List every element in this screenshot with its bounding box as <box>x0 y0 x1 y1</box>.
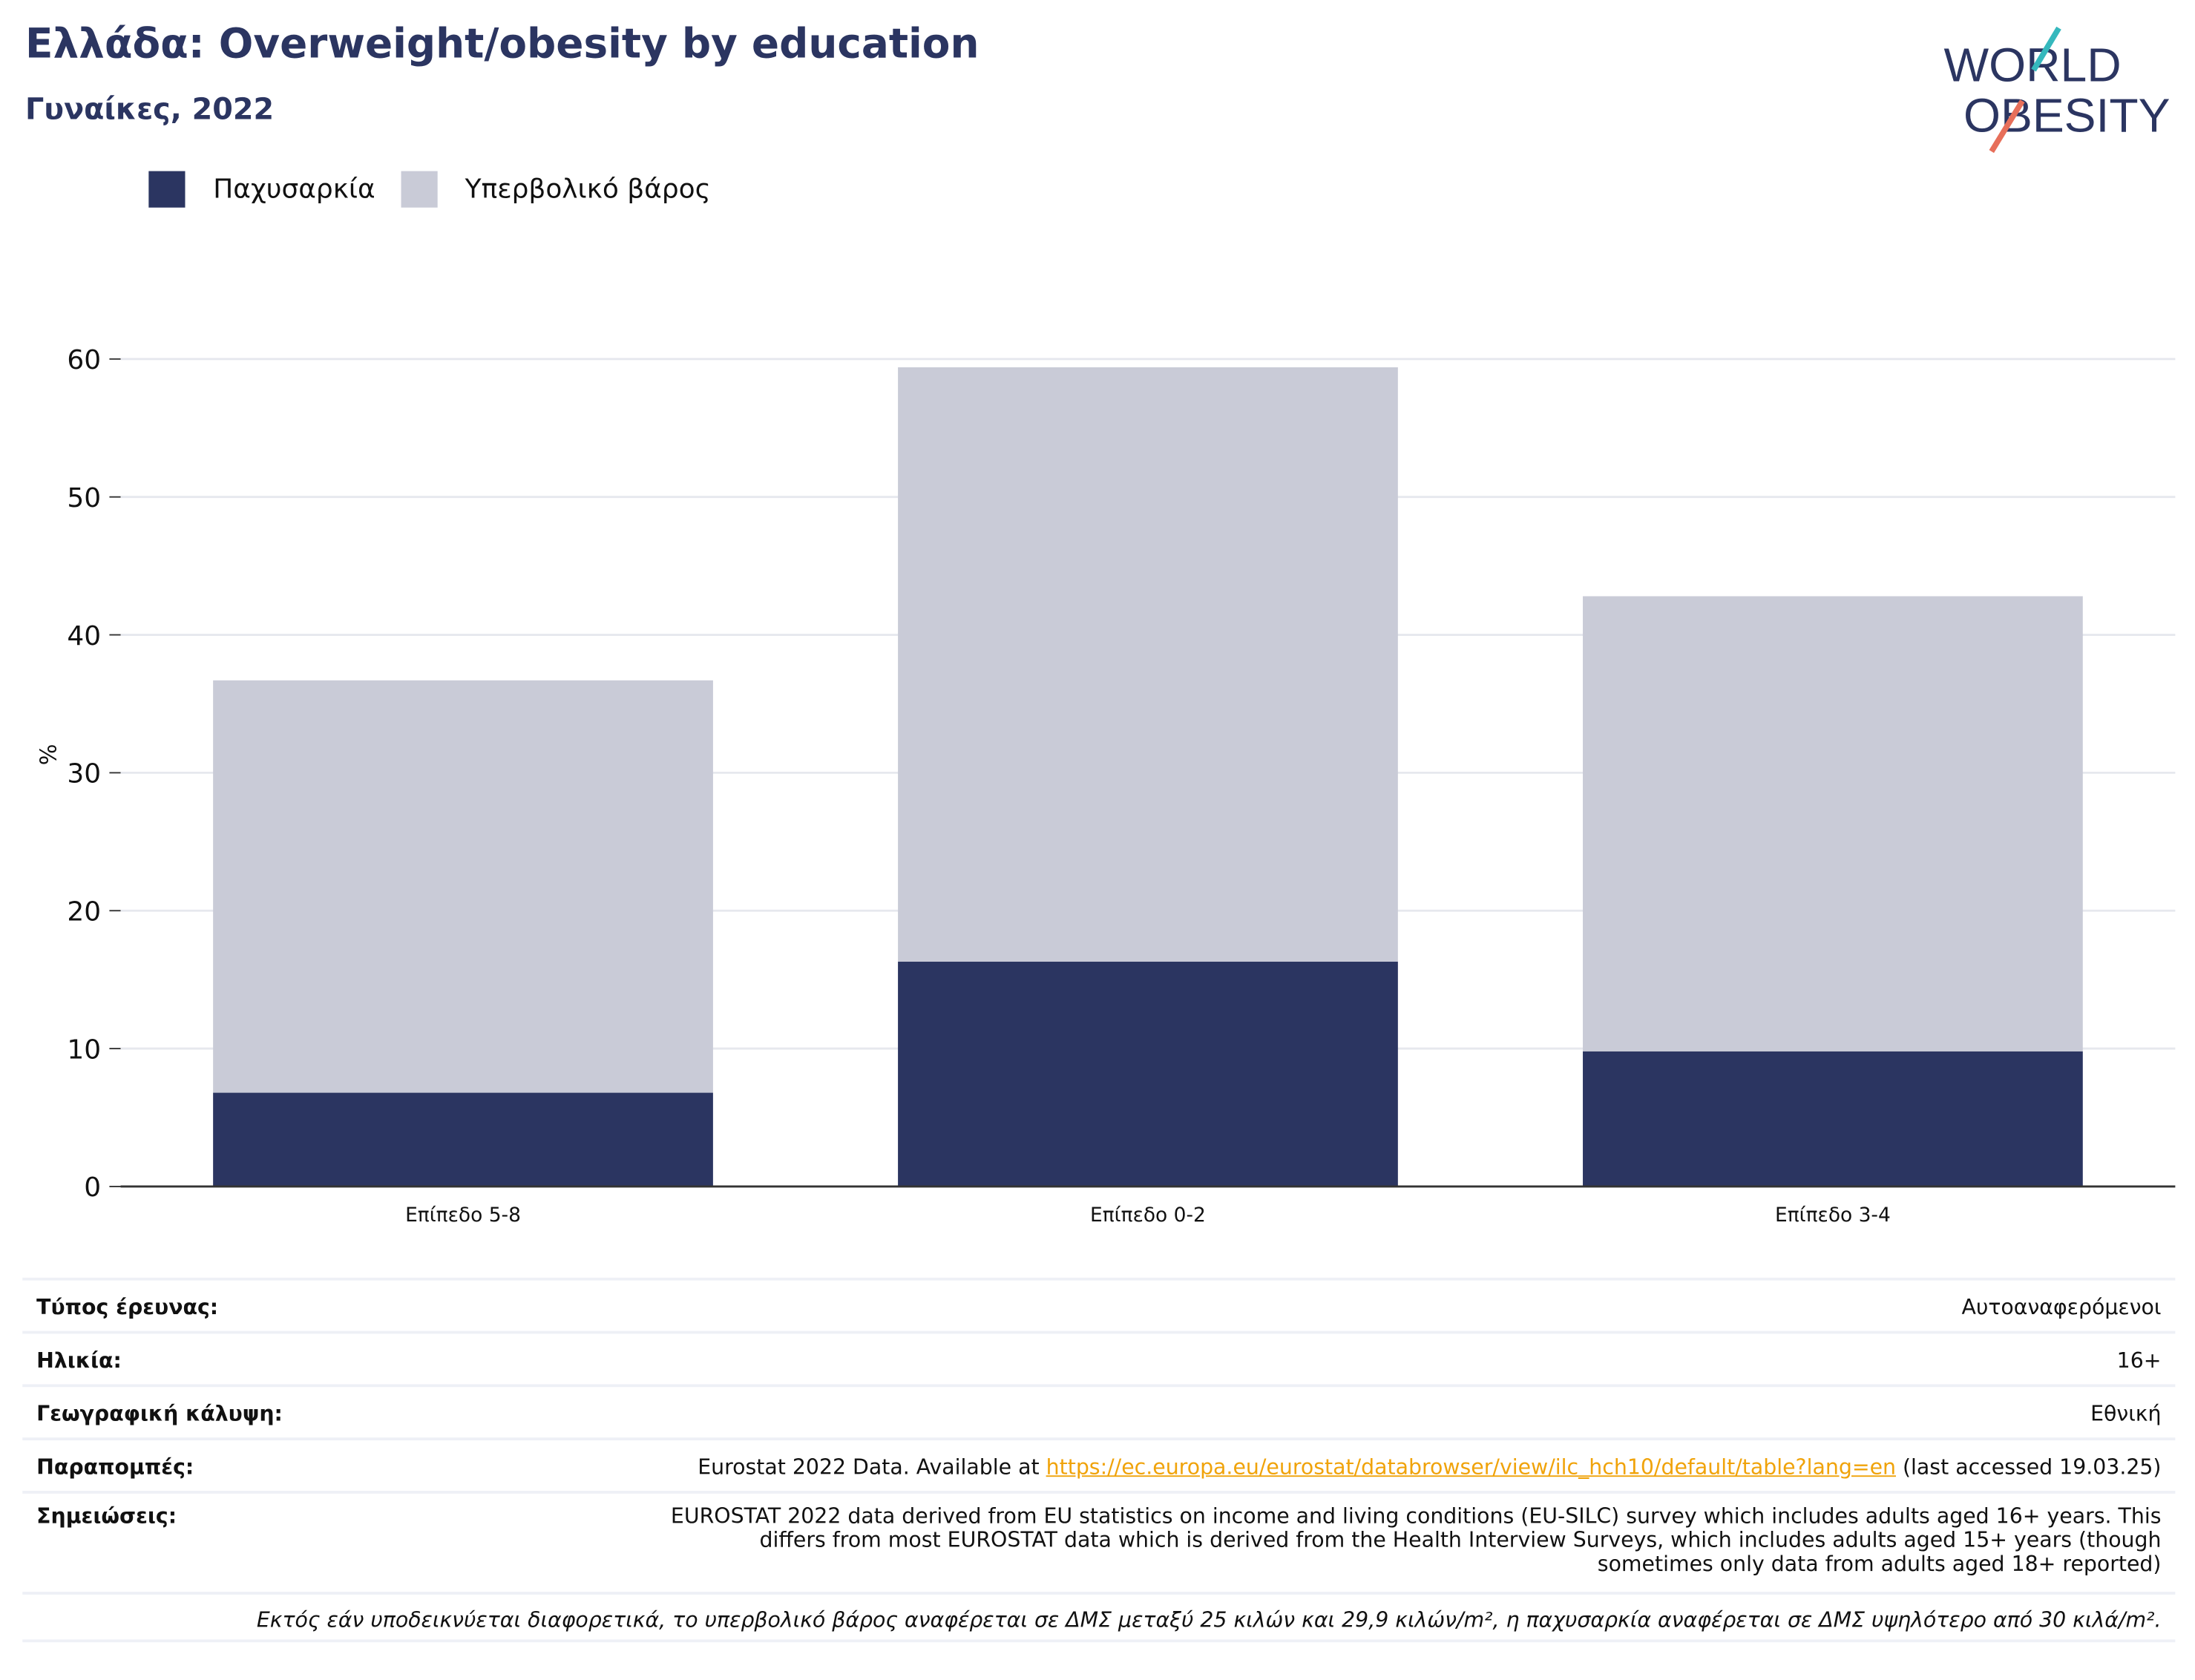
notes-line: differs from most EUROSTAT data which is… <box>759 1527 2162 1553</box>
notes-text: EUROSTAT 2022 data derived from EU stati… <box>670 1503 2162 1577</box>
bar-obesity <box>898 962 1398 1187</box>
meta-label: Παραπομπές: <box>36 1454 194 1480</box>
logo-slash-red <box>1989 99 2025 154</box>
meta-value: 16+ <box>2116 1348 2162 1374</box>
logo-line-1: WORLD <box>1944 39 2122 92</box>
legend-label-obesity: Παχυσαρκία <box>213 174 375 205</box>
notes-line: sometimes only data from adults aged 18+… <box>1597 1551 2162 1577</box>
meta-row-age: Ηλικία: 16+ <box>22 1330 2176 1385</box>
bmi-footnote: Εκτός εάν υποδεικνύεται διαφορετικά, το … <box>22 1592 2176 1643</box>
meta-row-coverage: Γεωγραφική κάλυψη: Εθνική <box>22 1384 2176 1437</box>
legend-label-overweight: Υπερβολικό βάρος <box>465 174 711 205</box>
y-tick-label: 30 <box>67 759 101 790</box>
y-tick-labels: 0 10 20 30 40 50 60 <box>67 345 121 1203</box>
x-tick-label: Επίπεδο 0-2 <box>1090 1204 1206 1227</box>
chart-title: Ελλάδα: Overweight/obesity by education <box>25 19 980 68</box>
bar-obesity <box>213 1092 713 1187</box>
x-tick-label: Επίπεδο 3-4 <box>1775 1204 1891 1227</box>
legend-item-overweight: Υπερβολικό βάρος <box>400 171 711 208</box>
y-tick-label: 10 <box>67 1034 101 1065</box>
eurostat-link[interactable]: https://ec.europa.eu/eurostat/databrowse… <box>1046 1454 1896 1480</box>
meta-row-survey: Τύπος έρευνας: Αυτοαναφερόμενοι <box>22 1277 2176 1331</box>
meta-row-references: Παραπομπές: Eurostat 2022 Data. Availabl… <box>22 1437 2176 1494</box>
references-suffix: (last accessed 19.03.25) <box>1895 1454 2162 1480</box>
meta-label: Ηλικία: <box>36 1348 122 1374</box>
y-tick-label: 60 <box>67 345 101 375</box>
x-tick-label: Επίπεδο 5-8 <box>405 1204 521 1227</box>
metadata-table: Τύπος έρευνας: Αυτοαναφερόμενοι Ηλικία: … <box>22 1277 2176 1643</box>
bar-overweight <box>213 680 713 1093</box>
y-tick-label: 20 <box>67 896 101 927</box>
meta-label: Γεωγραφική κάλυψη: <box>36 1401 283 1427</box>
meta-value: Εθνική <box>2090 1401 2162 1427</box>
meta-value: Αυτοαναφερόμενοι <box>1961 1294 2162 1320</box>
x-tick-labels: Επίπεδο 5-8 Επίπεδο 0-2 Επίπεδο 3-4 <box>405 1204 1891 1227</box>
meta-row-notes: Σημειώσεις: EUROSTAT 2022 data derived f… <box>22 1491 2176 1592</box>
bar-overweight <box>898 367 1398 962</box>
references-text: Eurostat 2022 Data. Available at https:/… <box>698 1440 2161 1494</box>
notes-line: EUROSTAT 2022 data derived from EU stati… <box>670 1503 2162 1529</box>
y-tick-label: 0 <box>84 1172 101 1203</box>
legend-item-obesity: Παχυσαρκία <box>148 171 375 208</box>
logo-line-2: OBESITY <box>1963 89 2171 142</box>
y-tick-label: 50 <box>67 483 101 513</box>
legend-swatch-overweight <box>400 171 437 208</box>
y-tick-label: 40 <box>67 621 101 652</box>
bars <box>213 367 2083 1187</box>
legend-swatch-obesity <box>148 171 186 208</box>
chart-legend: Παχυσαρκία Υπερβολικό βάρος <box>148 171 735 208</box>
y-axis-label: % <box>36 744 62 765</box>
meta-label: Σημειώσεις: <box>36 1503 177 1529</box>
bar-obesity <box>1583 1051 2083 1187</box>
world-obesity-logo: WORLD OBESITY <box>1944 26 2171 154</box>
chart-subtitle: Γυναίκες, 2022 <box>25 92 275 127</box>
bar-overweight <box>1583 596 2083 1051</box>
references-prefix: Eurostat 2022 Data. Available at <box>698 1454 1046 1480</box>
meta-label: Τύπος έρευνας: <box>36 1294 219 1320</box>
logo-slash-teal <box>2031 26 2061 72</box>
